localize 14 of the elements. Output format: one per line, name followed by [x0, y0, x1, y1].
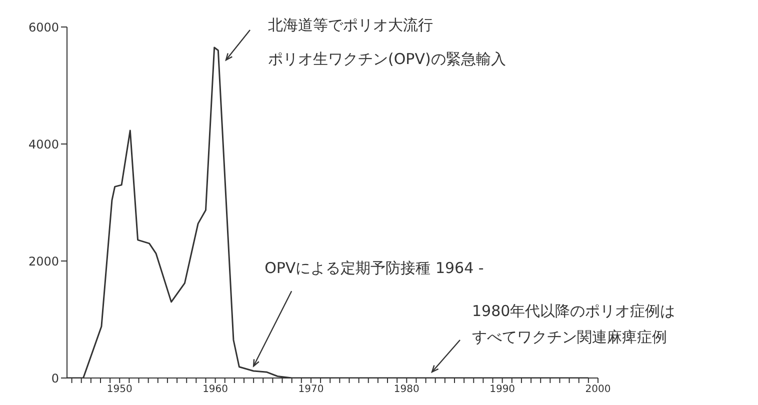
annotation: ポリオ生ワクチン(OPV)の緊急輸入 — [268, 50, 506, 68]
x-tick-label: 1970 — [298, 384, 324, 396]
annotation: OPVによる定期予防接種 1964 - — [264, 259, 484, 278]
x-tick-label: 1980 — [394, 384, 420, 396]
y-tick-label: 2000 — [28, 254, 59, 268]
x-tick-label: 1950 — [106, 384, 132, 396]
annotation: 北海道等でポリオ大流行 — [268, 16, 433, 34]
y-tick-label: 6000 — [28, 20, 59, 34]
x-tick-label: 1960 — [202, 384, 228, 396]
annotation: 1980年代以降のポリオ症例はすべてワクチン関連麻痺症例 — [472, 302, 676, 346]
x-tick-label: 1990 — [490, 384, 516, 396]
x-tick-label: 2000 — [585, 384, 611, 396]
y-tick-label: 4000 — [28, 137, 59, 152]
y-tick-label: 0 — [51, 371, 59, 386]
